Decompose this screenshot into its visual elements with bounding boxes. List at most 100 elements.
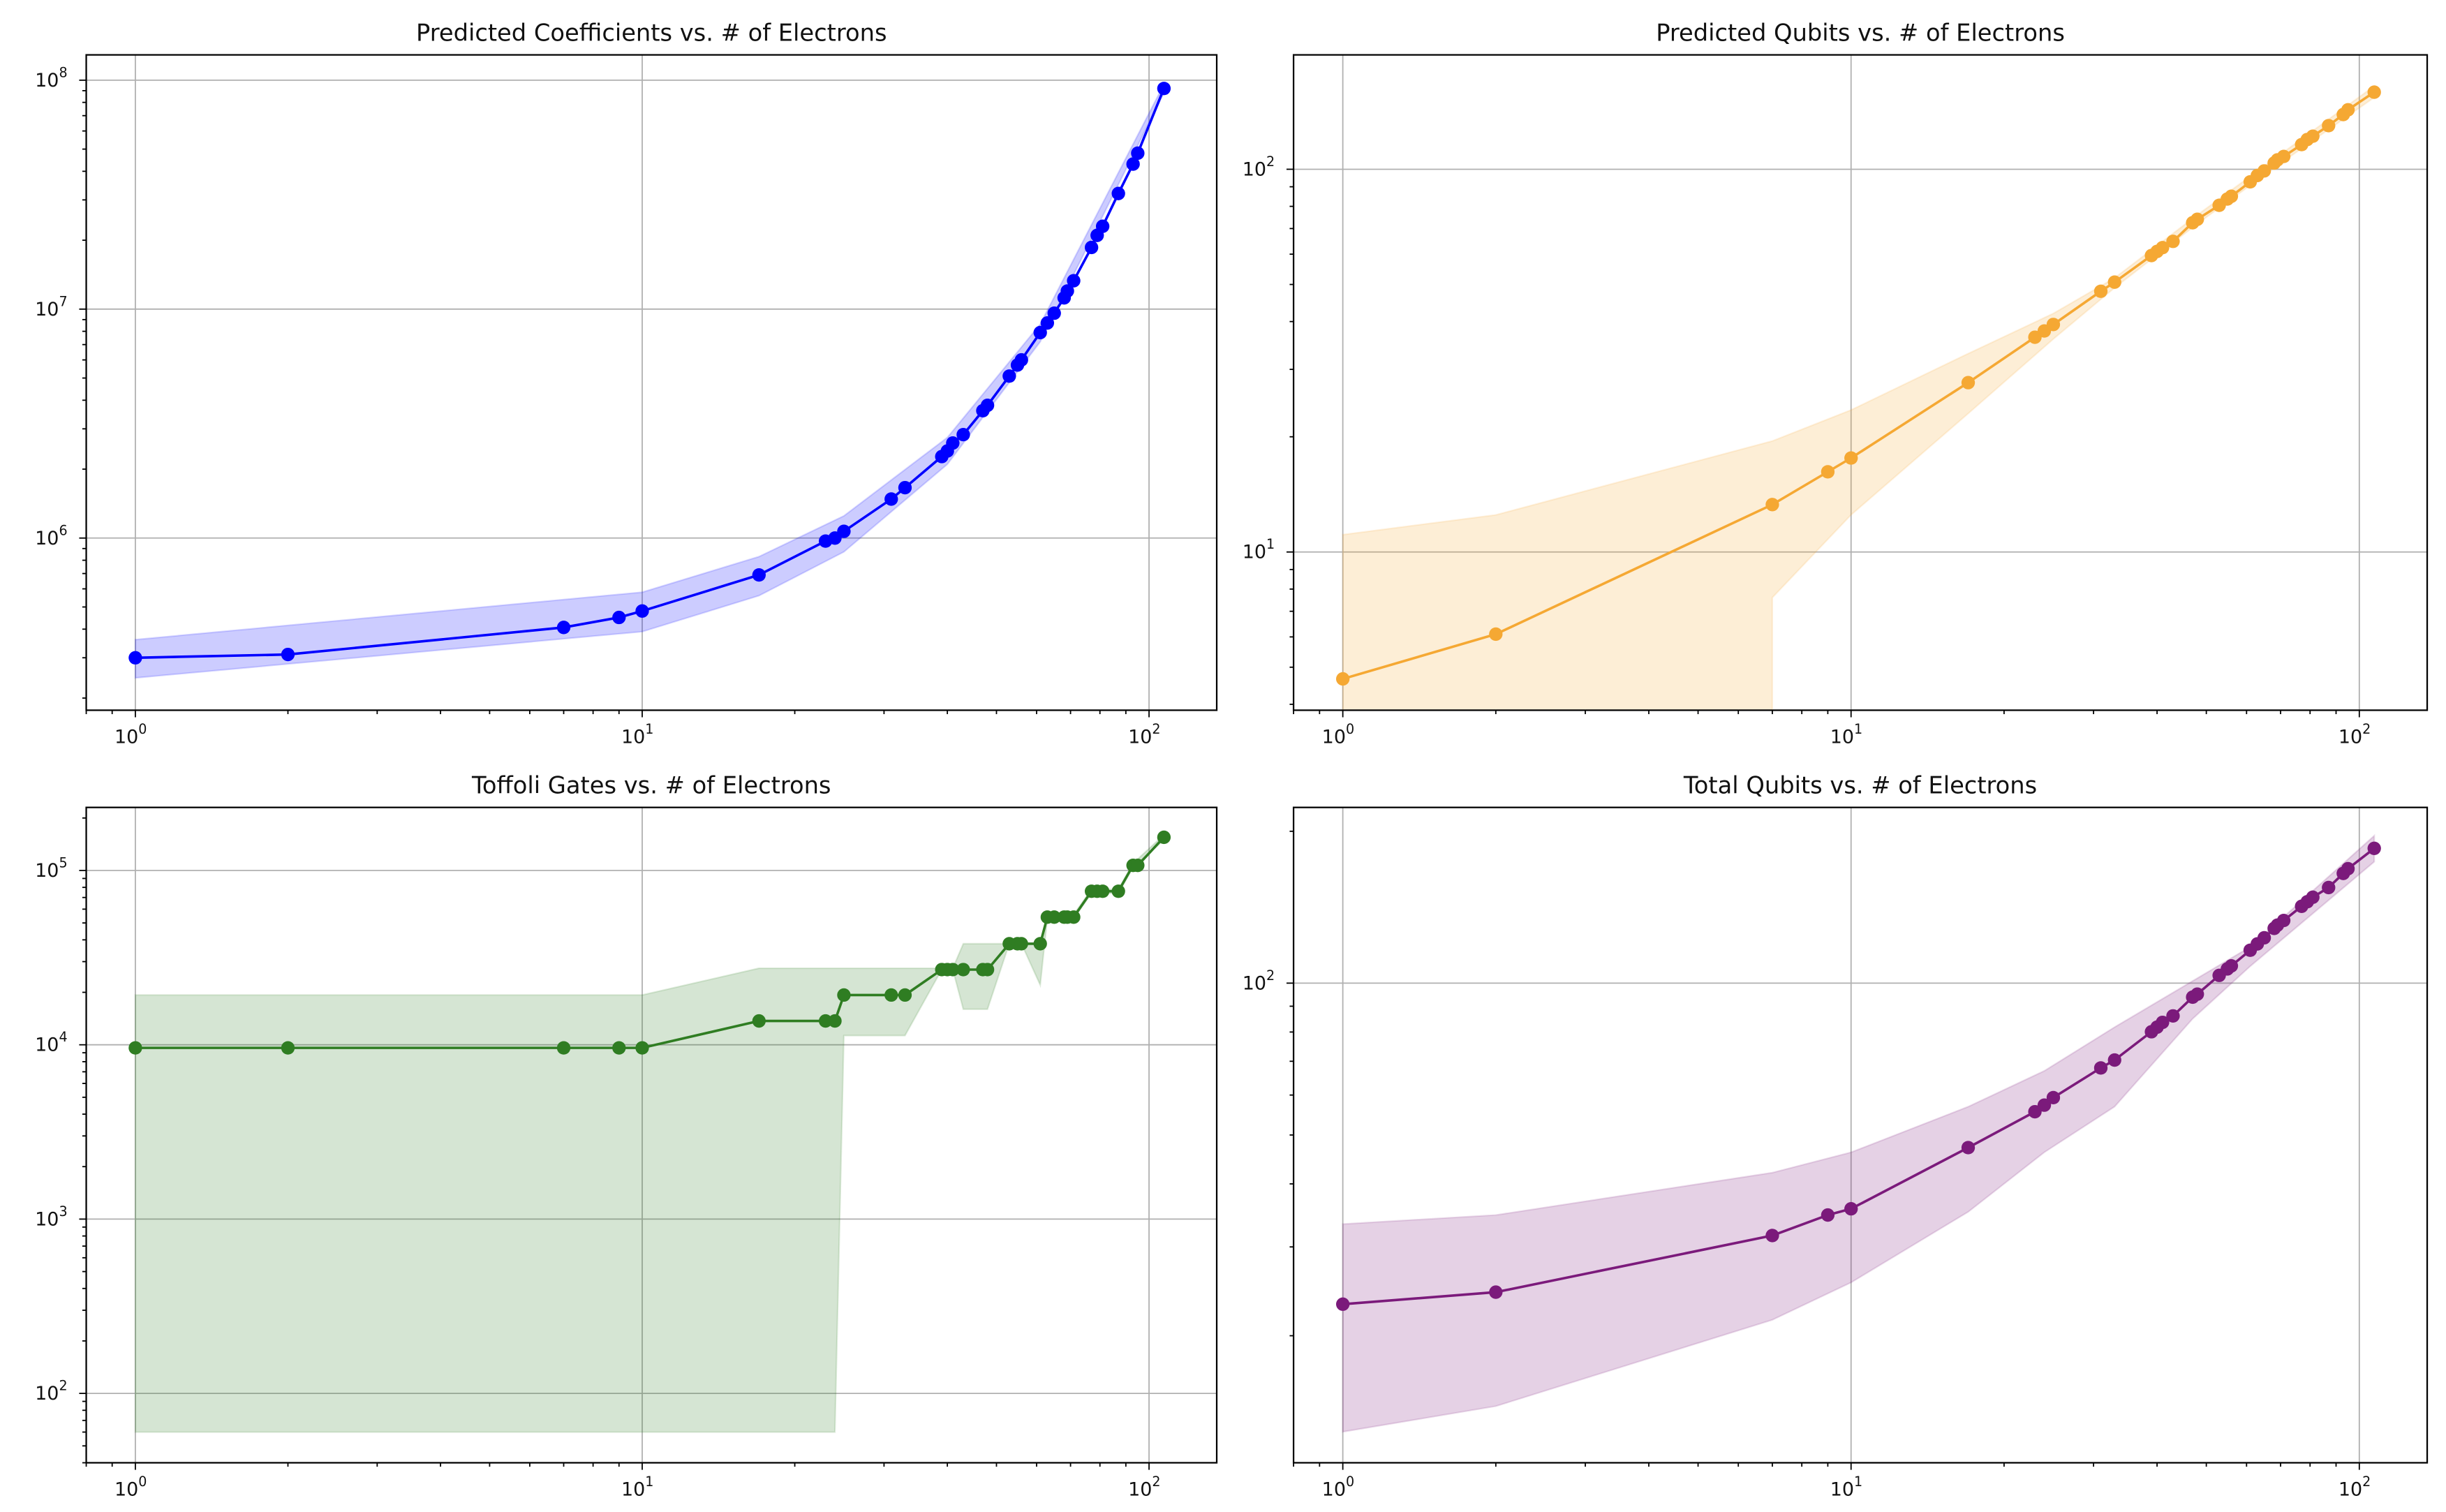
data-point [946, 436, 960, 450]
data-point [2257, 931, 2271, 945]
data-point [1047, 306, 1061, 320]
data-point [837, 988, 851, 1002]
data-point [1033, 937, 1047, 951]
data-point [980, 398, 995, 413]
data-point [2341, 861, 2355, 876]
x-tick-label: 102 [2338, 721, 2371, 748]
data-point [1157, 82, 1171, 96]
axes-frame [85, 806, 1218, 1464]
data-point [2306, 129, 2320, 143]
data-point [2107, 275, 2121, 289]
x-tick-label: 100 [114, 1474, 147, 1500]
data-point [1157, 830, 1171, 845]
data-point [980, 963, 995, 977]
x-tick-label: 102 [2338, 1474, 2371, 1500]
data-point [818, 1014, 833, 1028]
data-point [556, 621, 571, 635]
data-point [1014, 937, 1028, 951]
data-point [281, 647, 295, 662]
y-tick-label: 101 [1243, 536, 1275, 563]
y-tick-label: 107 [35, 293, 67, 320]
x-tick-label: 101 [1830, 721, 1862, 748]
data-point [2306, 890, 2320, 904]
x-tick-label: 102 [1128, 1474, 1160, 1500]
data-point [2276, 149, 2291, 163]
chart-title: Total Qubits vs. # of Electrons [1683, 771, 2037, 799]
y-tick-label: 105 [35, 855, 67, 882]
data-point [1961, 376, 1976, 390]
y-tick-label: 102 [35, 1378, 67, 1404]
confidence-band [134, 833, 1165, 1433]
data-point [635, 604, 649, 618]
subplot-predicted-qubits: Predicted Qubits vs. # of Electrons 100 10… [1243, 19, 2429, 748]
data-point [1084, 240, 1099, 255]
data-point [1961, 1141, 1976, 1155]
data-point [1844, 1201, 1858, 1216]
chart-title: Toffoli Gates vs. # of Electrons [471, 771, 831, 799]
data-point [281, 1041, 295, 1055]
data-point [128, 1041, 142, 1055]
data-point [2107, 1053, 2121, 1067]
data-point [2224, 189, 2239, 203]
data-point [2046, 1090, 2061, 1105]
data-point [2156, 241, 2170, 255]
confidence-band [1342, 84, 2375, 711]
data-point [1765, 498, 1779, 512]
data-point [1033, 325, 1047, 340]
axes-frame [85, 54, 1218, 711]
data-point [1111, 186, 1125, 200]
data-point [2367, 841, 2381, 855]
data-point [828, 1014, 842, 1028]
data-point [2028, 1104, 2042, 1119]
data-point [898, 480, 912, 495]
data-point [1067, 910, 1081, 924]
y-tick-label: 102 [1243, 154, 1275, 180]
data-point [1821, 465, 1835, 479]
y-tick-label: 102 [1243, 968, 1275, 994]
data-point [2276, 913, 2291, 928]
data-point [2037, 1098, 2052, 1112]
data-point [898, 988, 912, 1002]
y-tick-label: 106 [35, 522, 67, 549]
data-point [128, 651, 142, 665]
y-tick-label: 104 [35, 1029, 67, 1055]
data-point [2166, 1009, 2180, 1023]
data-point [1131, 858, 1145, 873]
data-point [2257, 164, 2271, 178]
x-tick-label: 101 [1830, 1474, 1862, 1500]
data-point [2166, 235, 2180, 249]
data-point [752, 568, 766, 582]
data-point [1047, 910, 1061, 924]
data-point [1067, 274, 1081, 288]
data-point [1126, 157, 1140, 171]
x-tick-label: 101 [621, 721, 653, 748]
chart-title: Predicted Qubits vs. # of Electrons [1656, 19, 2065, 46]
subplot-coefficients: Predicted Coefficients vs. # of Electron… [35, 19, 1218, 748]
data-point [884, 988, 898, 1002]
data-point [1489, 627, 1503, 642]
y-tick-label: 108 [35, 64, 67, 91]
data-point [2341, 103, 2355, 117]
x-tick-label: 100 [1322, 721, 1354, 748]
data-point [2224, 958, 2239, 973]
chart-title: Predicted Coefficients vs. # of Electron… [416, 19, 887, 46]
axes-frame [1292, 54, 2429, 711]
data-point [2191, 987, 2204, 1001]
data-point [946, 963, 960, 977]
data-point [1095, 219, 1110, 233]
data-point [612, 610, 626, 625]
data-point [1111, 884, 1125, 898]
data-point [1765, 1229, 1779, 1243]
data-point [2367, 85, 2381, 99]
data-point [956, 427, 970, 442]
data-point [2322, 119, 2336, 133]
data-point [2191, 212, 2204, 226]
data-point [956, 963, 970, 977]
data-point [1040, 316, 1055, 330]
data-point [2046, 318, 2061, 332]
x-tick-label: 101 [621, 1474, 653, 1500]
subplot-toffoli-gates: Toffoli Gates vs. # of Electrons 100 101 10… [35, 771, 1218, 1501]
data-point [1002, 369, 1016, 383]
x-tick-label: 102 [1128, 721, 1160, 748]
data-point [752, 1014, 766, 1028]
